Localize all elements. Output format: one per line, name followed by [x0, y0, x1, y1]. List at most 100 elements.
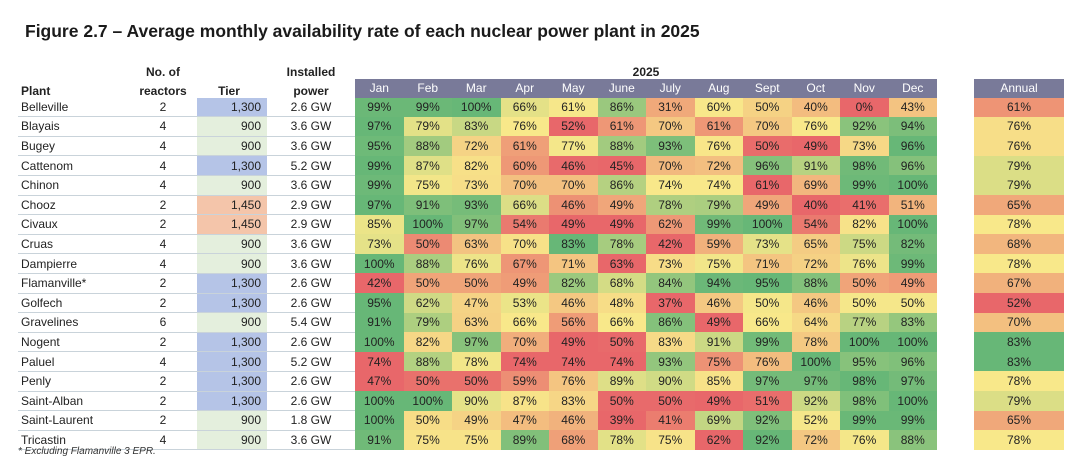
- month-value-cell: 63%: [452, 312, 501, 333]
- header-annual: Annual: [974, 78, 1064, 98]
- month-value-cell: 62%: [694, 430, 743, 450]
- annual-value-cell: 65%: [974, 410, 1064, 431]
- plant-name: Tricastin: [18, 430, 129, 451]
- month-value-cell: 72%: [694, 155, 743, 176]
- month-value-cell: 54%: [500, 214, 549, 235]
- : [937, 411, 974, 431]
- month-value-cell: 76%: [840, 253, 889, 274]
- month-value-cell: 85%: [694, 371, 743, 391]
- month-value-cell: 70%: [743, 116, 792, 137]
- installed-power: 2.6 GW: [267, 332, 355, 353]
- header-month: July: [646, 78, 695, 98]
- table-row: Tricastin 4 900 3.6 GW 91% 75% 75% 89% 68% 78% 75%…: [18, 430, 1064, 451]
- installed-power: 5.2 GW: [267, 155, 355, 176]
- month-value-cell: 74%: [597, 351, 646, 372]
- plant-name: Golfech: [18, 293, 129, 314]
- header-month: Aug: [694, 78, 743, 98]
- plant-name: Chinon: [18, 175, 129, 196]
- month-value-cell: 86%: [597, 97, 646, 117]
- month-value-cell: 74%: [694, 175, 743, 196]
- month-value-cell: 61%: [500, 136, 549, 156]
- reactor-count: 2: [129, 410, 197, 431]
- month-value-cell: 97%: [355, 116, 404, 137]
- month-value-cell: 41%: [646, 410, 695, 431]
- footnote: * Excluding Flamanville 3 EPR.: [18, 446, 156, 457]
- plant-name: Penly: [18, 371, 129, 392]
- month-value-cell: 70%: [646, 155, 695, 176]
- month-value-cell: 86%: [646, 312, 695, 333]
- tier-cell: 1,300: [197, 293, 267, 314]
- month-value-cell: 46%: [549, 195, 598, 215]
- : [937, 391, 974, 411]
- month-value-cell: 83%: [646, 332, 695, 352]
- month-value-cell: 77%: [549, 136, 598, 156]
- month-value-cell: 64%: [791, 312, 840, 333]
- annual-value-cell: 65%: [974, 195, 1064, 215]
- table-row: Civaux 2 1,450 2.9 GW 85% 100% 97% 54% 49% 49% 62%…: [18, 214, 1064, 235]
- month-value-cell: 75%: [840, 234, 889, 254]
- month-value-cell: 61%: [549, 97, 598, 117]
- header-tier: Tier: [218, 83, 240, 98]
- month-value-cell: 49%: [452, 410, 501, 431]
- month-value-cell: 59%: [694, 234, 743, 254]
- tier-cell: 900: [197, 253, 267, 274]
- month-value-cell: 46%: [791, 293, 840, 313]
- month-value-cell: 76%: [549, 371, 598, 391]
- month-value-cell: 46%: [549, 293, 598, 313]
- header-year: 2025: [632, 64, 660, 79]
- month-value-cell: 99%: [840, 410, 889, 431]
- reactor-count: 2: [129, 273, 197, 294]
- month-value-cell: 88%: [403, 351, 452, 372]
- tier-cell: 1,300: [197, 351, 267, 372]
- month-value-cell: 70%: [500, 332, 549, 352]
- tier-cell: 900: [197, 430, 267, 451]
- month-value-cell: 87%: [403, 155, 452, 176]
- annual-value-cell: 76%: [974, 116, 1064, 137]
- month-value-cell: 82%: [452, 155, 501, 176]
- annual-value-cell: 68%: [974, 234, 1064, 254]
- month-value-cell: 86%: [597, 175, 646, 196]
- installed-power: 3.6 GW: [267, 116, 355, 137]
- : [937, 175, 974, 195]
- month-value-cell: 75%: [452, 430, 501, 450]
- month-value-cell: 49%: [549, 332, 598, 352]
- plant-name: Civaux: [18, 214, 129, 235]
- month-value-cell: 59%: [500, 371, 549, 391]
- month-value-cell: 61%: [743, 175, 792, 196]
- month-value-cell: 100%: [840, 332, 889, 352]
- header-month: Oct: [791, 78, 840, 98]
- month-value-cell: 73%: [646, 253, 695, 274]
- tier-cell: 900: [197, 312, 267, 333]
- month-value-cell: 95%: [840, 351, 889, 372]
- month-value-cell: 97%: [355, 195, 404, 215]
- month-value-cell: 54%: [791, 214, 840, 235]
- reactor-count: 4: [129, 234, 197, 255]
- month-value-cell: 49%: [888, 273, 937, 294]
- month-value-cell: 65%: [791, 234, 840, 254]
- month-value-cell: 79%: [403, 116, 452, 137]
- month-value-cell: 90%: [452, 391, 501, 411]
- month-value-cell: 100%: [888, 175, 937, 196]
- month-value-cell: 70%: [646, 116, 695, 137]
- reactor-count: 2: [129, 332, 197, 353]
- month-value-cell: 91%: [403, 195, 452, 215]
- month-value-cell: 31%: [646, 97, 695, 117]
- month-value-cell: 96%: [743, 155, 792, 176]
- month-value-cell: 99%: [355, 155, 404, 176]
- table-row: Nogent 2 1,300 2.6 GW 100% 82% 97% 70% 49% 50% 83%…: [18, 332, 1064, 353]
- annual-value-cell: 67%: [974, 273, 1064, 294]
- tier-cell: 1,300: [197, 391, 267, 412]
- : [937, 273, 974, 293]
- month-value-cell: 100%: [355, 410, 404, 431]
- month-value-cell: 42%: [355, 273, 404, 294]
- reactor-count: 2: [129, 214, 197, 235]
- month-value-cell: 49%: [694, 312, 743, 333]
- month-value-cell: 100%: [452, 97, 501, 117]
- month-value-cell: 50%: [403, 273, 452, 294]
- month-value-cell: 100%: [355, 253, 404, 274]
- month-value-cell: 76%: [694, 136, 743, 156]
- month-value-cell: 48%: [597, 293, 646, 313]
- table-row: Saint-Laurent 2 900 1.8 GW 100% 50% 49% 47% 46% 3…: [18, 410, 1064, 431]
- month-value-cell: 50%: [403, 371, 452, 391]
